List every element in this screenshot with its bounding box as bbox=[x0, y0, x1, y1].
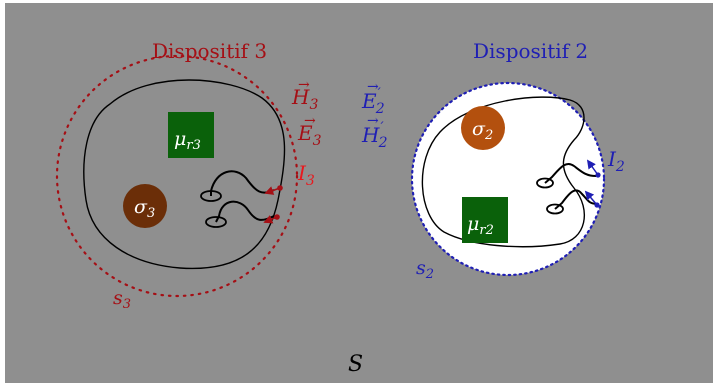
device2-wire-lower bbox=[554, 189, 597, 210]
device2-coil-lower bbox=[546, 203, 564, 215]
E2-prime-label: E′ 2 bbox=[361, 86, 385, 117]
device2-wire-upper bbox=[544, 162, 597, 184]
domain-S-label: S bbox=[348, 352, 363, 377]
s3-label: s3 bbox=[113, 287, 131, 312]
I2-label: I2 bbox=[607, 147, 625, 175]
sigma3-disk bbox=[123, 184, 167, 228]
mu-r2-region bbox=[462, 197, 508, 243]
sigma2-label: σ2 bbox=[472, 118, 493, 143]
H3-label: H3 bbox=[291, 85, 318, 113]
E3-label: E3 bbox=[297, 121, 322, 149]
device3-wire-upper bbox=[210, 170, 275, 196]
device2-inner-contour bbox=[421, 96, 586, 248]
current2-arrow-upper bbox=[586, 159, 599, 176]
current2-terminal-lower bbox=[594, 202, 600, 208]
device2-title: Dispositif 2 bbox=[473, 39, 588, 63]
device2-boundary-disk bbox=[410, 81, 606, 277]
device3-inner-contour bbox=[83, 79, 286, 270]
current2-arrow-lower bbox=[584, 190, 598, 206]
current3-terminal-upper bbox=[277, 185, 283, 191]
current3-terminal-lower bbox=[274, 214, 280, 220]
sigma2-disk bbox=[461, 106, 505, 150]
s2-label: s2 bbox=[416, 257, 434, 282]
sigma3-label: σ3 bbox=[134, 196, 155, 221]
mu-r3-region bbox=[168, 112, 214, 158]
mu-r3-label: μr3 bbox=[174, 128, 201, 153]
background-region bbox=[5, 3, 713, 383]
H3-vector-arrow: → bbox=[298, 77, 310, 93]
device2-coil-upper bbox=[536, 177, 554, 189]
H2-prime-vector-arrow: → bbox=[367, 113, 379, 129]
current2-terminal-upper bbox=[595, 172, 601, 178]
I3-label: I3 bbox=[297, 161, 315, 189]
mu-r2-label: μr2 bbox=[467, 213, 494, 238]
device3-coil-lower bbox=[205, 216, 227, 228]
device3-boundary-circle bbox=[55, 54, 299, 298]
E2-prime-vector-arrow: → bbox=[367, 79, 379, 95]
device3-title: Dispositif 3 bbox=[152, 39, 267, 63]
E3-vector-arrow: → bbox=[304, 113, 316, 129]
H2-prime-label: H′ 2 bbox=[361, 120, 388, 151]
